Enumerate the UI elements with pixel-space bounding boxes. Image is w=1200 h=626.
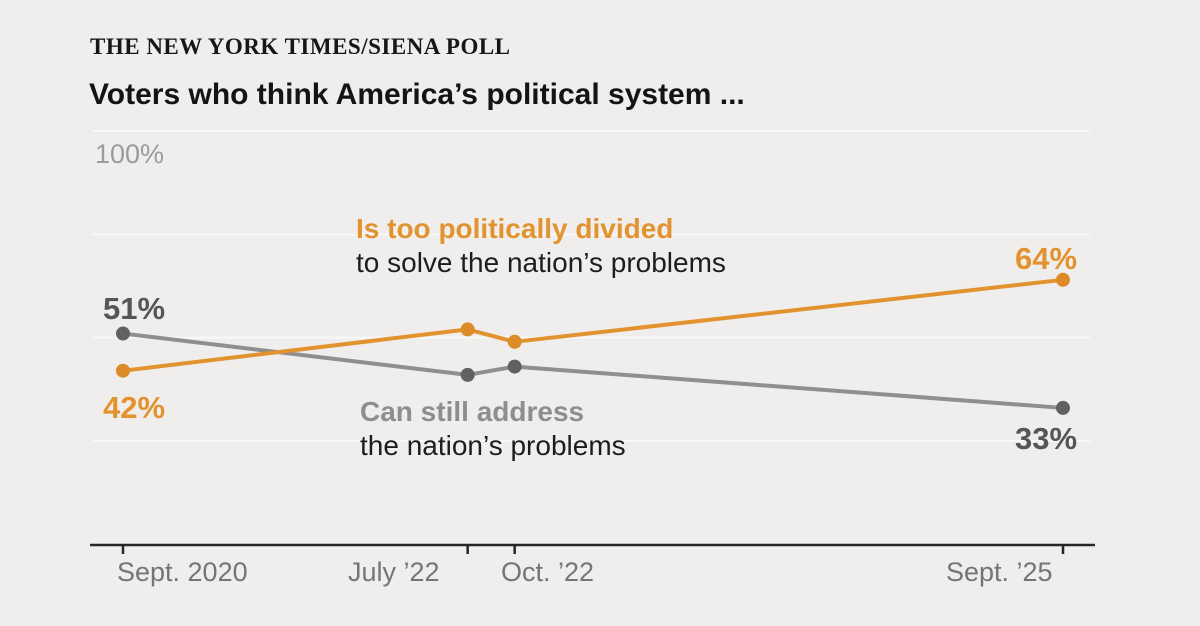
value-label-orange-end: 64% bbox=[1015, 241, 1078, 276]
data-point bbox=[1056, 272, 1070, 287]
legend-can-address-label: Can still address bbox=[360, 396, 585, 427]
data-point bbox=[116, 326, 130, 341]
data-point bbox=[460, 322, 475, 337]
x-tick-label-oct-22: Oct. ’22 bbox=[501, 557, 595, 587]
data-point bbox=[116, 363, 130, 378]
legend-too-divided-sublabel: to solve the nation’s problems bbox=[356, 247, 726, 278]
data-point bbox=[460, 367, 475, 382]
data-point bbox=[1056, 400, 1070, 415]
legend-can-address-sublabel: the nation’s problems bbox=[360, 430, 626, 461]
data-point bbox=[507, 334, 522, 349]
source-kicker: THE NEW YORK TIMES/SIENA POLL bbox=[90, 34, 511, 59]
legend-too-divided-label: Is too politically divided bbox=[356, 213, 674, 244]
value-label-gray-start: 51% bbox=[103, 291, 166, 326]
series-line bbox=[121, 277, 1065, 373]
value-label-orange-start: 42% bbox=[103, 390, 166, 425]
y-axis-top-label: 100% bbox=[95, 139, 165, 169]
x-tick-label-sept-25: Sept. ’25 bbox=[946, 557, 1053, 587]
value-label-gray-end: 33% bbox=[1015, 421, 1078, 456]
page-title: Voters who think America’s political sys… bbox=[89, 78, 745, 111]
data-point bbox=[507, 359, 522, 374]
x-tick-label-sept-2020: Sept. 2020 bbox=[117, 557, 248, 587]
x-tick-label-july-22: July ’22 bbox=[348, 557, 440, 587]
series-line bbox=[121, 331, 1065, 410]
